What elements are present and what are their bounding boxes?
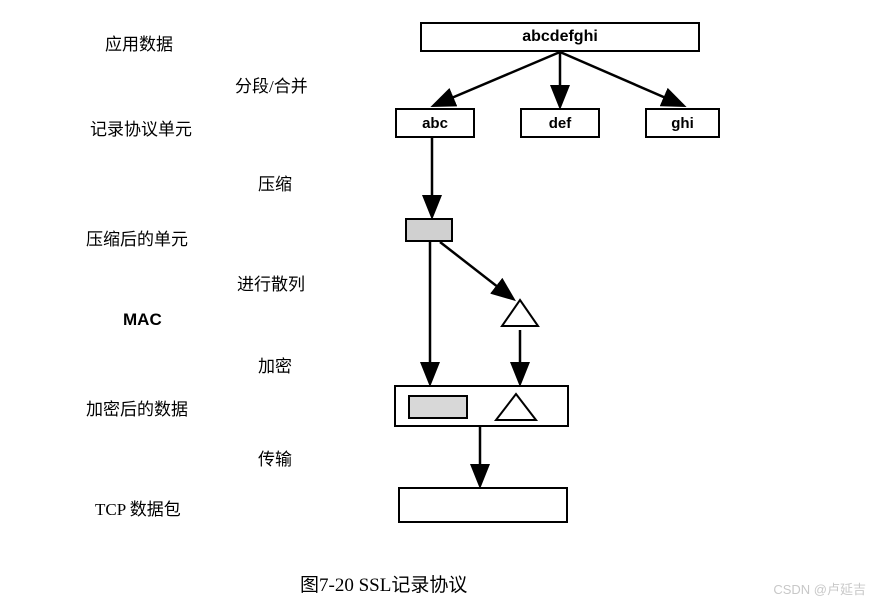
box-seg1-text: abc	[422, 115, 448, 132]
box-seg3-text: ghi	[671, 115, 694, 132]
box-compressed	[405, 218, 453, 242]
box-seg2: def	[520, 108, 600, 138]
watermark: CSDN @卢延吉	[773, 579, 866, 598]
box-top: abcdefghi	[420, 22, 700, 52]
step-hash: 进行散列	[237, 270, 305, 295]
enc-inner-triangle-icon	[492, 390, 540, 424]
step-compress: 压缩	[258, 170, 292, 195]
enc-inner-rect-icon	[408, 395, 468, 419]
label-tcp-packet: TCP 数据包	[95, 495, 181, 520]
label-mac: MAC	[123, 310, 162, 330]
step-transmit: 传输	[258, 445, 292, 470]
box-seg2-text: def	[549, 115, 572, 132]
box-tcp	[398, 487, 568, 523]
label-encrypted-data: 加密后的数据	[86, 395, 188, 420]
figure-caption: 图7-20 SSL记录协议	[300, 570, 467, 597]
box-seg1: abc	[395, 108, 475, 138]
step-encrypt: 加密	[258, 352, 292, 377]
box-seg3: ghi	[645, 108, 720, 138]
mac-triangle-icon	[498, 296, 542, 330]
label-compressed-unit: 压缩后的单元	[86, 225, 188, 250]
box-top-text: abcdefghi	[522, 28, 598, 46]
step-fragment: 分段/合并	[235, 72, 308, 97]
label-record-unit: 记录协议单元	[90, 115, 192, 140]
label-app-data: 应用数据	[105, 30, 173, 55]
